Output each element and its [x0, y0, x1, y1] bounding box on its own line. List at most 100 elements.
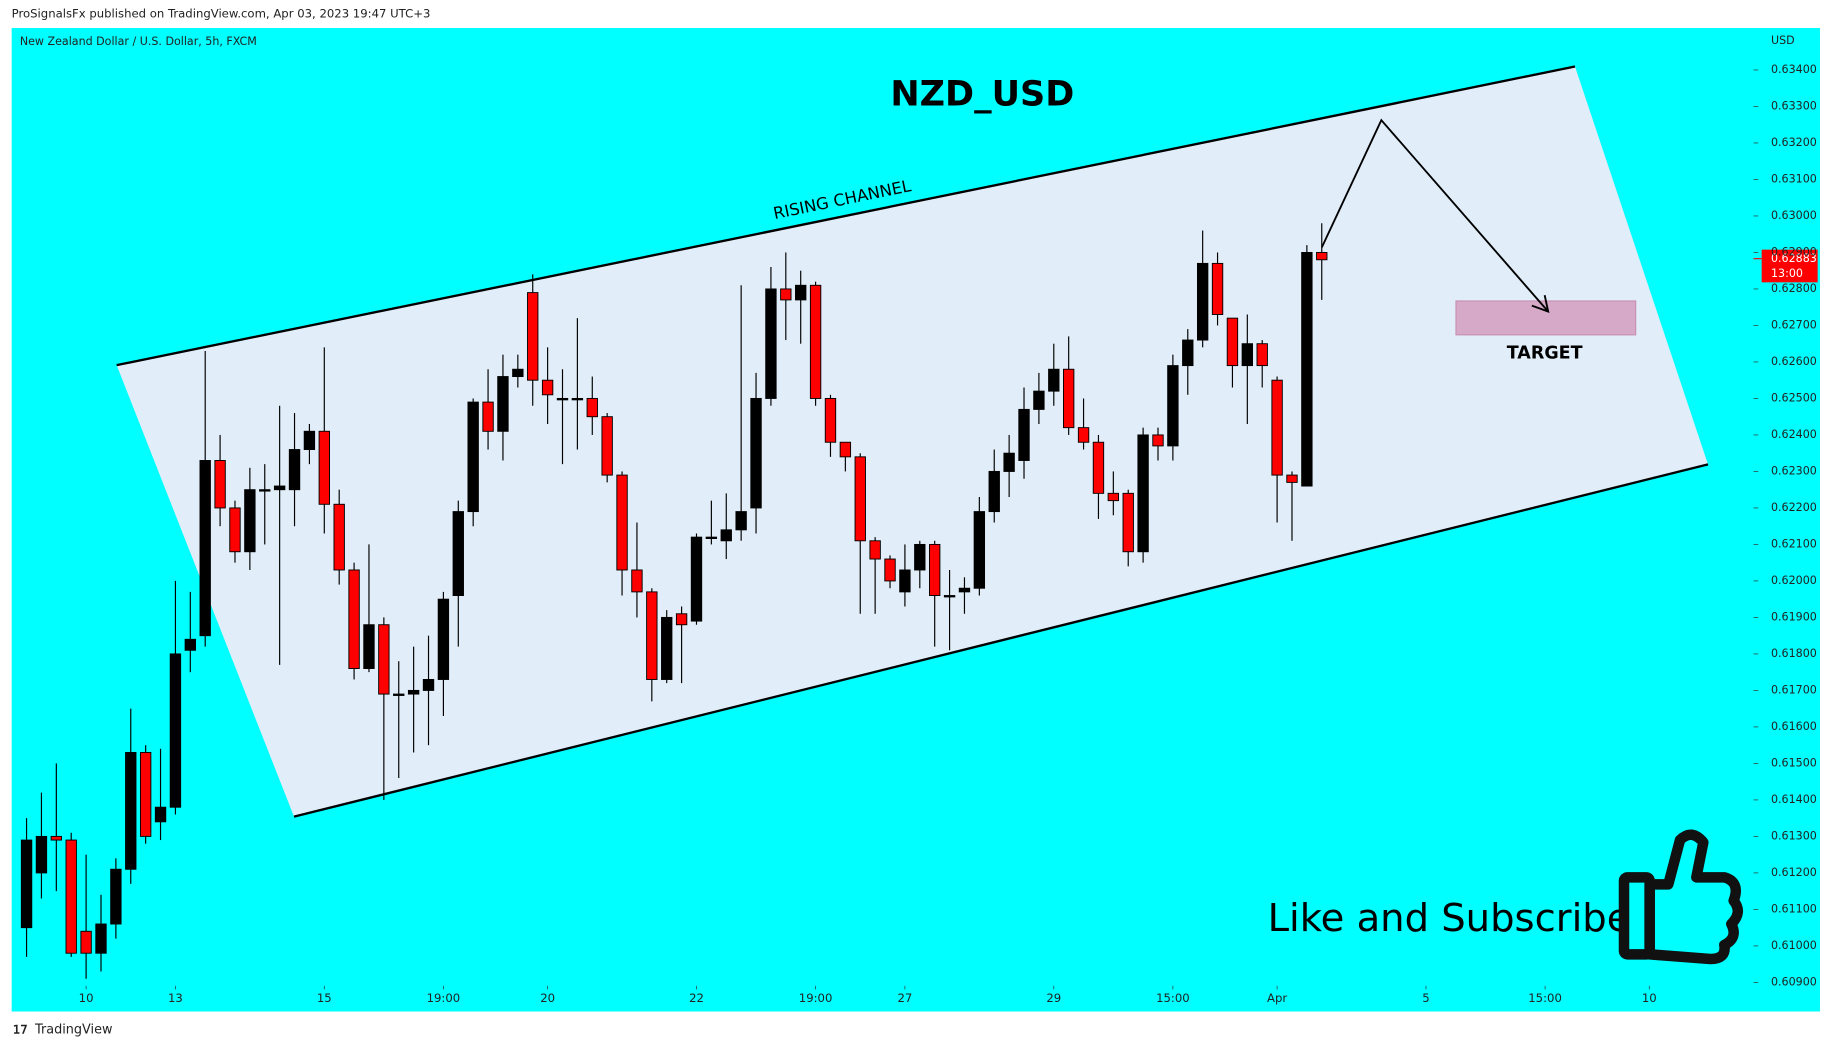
candle-body [1152, 434, 1164, 447]
candle-body [988, 470, 1000, 513]
candle-body [869, 540, 881, 560]
candle-body [1107, 492, 1120, 502]
x-tick-label: 15:00 [1156, 991, 1190, 1005]
y-tick-label: 0.62000 [1771, 574, 1817, 587]
y-tick-label: 0.63300 [1771, 99, 1817, 112]
y-tick-label: 0.60900 [1771, 975, 1817, 988]
target-box [1455, 300, 1637, 336]
candle-body [333, 503, 345, 571]
y-tick-label: 0.61000 [1771, 939, 1817, 952]
candles [20, 223, 1328, 979]
x-tick-label: 22 [689, 991, 704, 1005]
candle-body [541, 379, 554, 396]
candle-body [571, 397, 584, 401]
candle-body [214, 460, 226, 509]
candle-body [973, 511, 986, 589]
candle-body [378, 624, 390, 695]
y-tick-label: 0.62600 [1771, 355, 1817, 368]
candle-body [303, 430, 316, 451]
candle-body [646, 591, 658, 680]
candle-body [675, 613, 688, 626]
candle-body [199, 460, 211, 637]
last-price-box [1761, 249, 1818, 283]
y-tick-label: 0.62200 [1771, 501, 1817, 514]
candle-body [184, 638, 196, 651]
candle-body [437, 598, 450, 680]
y-tick-label: 0.61800 [1771, 647, 1817, 660]
candle-body [497, 376, 509, 432]
candle-body [899, 569, 911, 593]
x-tick-label: 27 [897, 991, 912, 1005]
candle-body [288, 449, 301, 491]
candle-body [1062, 368, 1075, 429]
candle-body [259, 489, 271, 492]
candle-body [65, 839, 77, 954]
x-tick-label: 13 [168, 991, 183, 1005]
candle-body [929, 543, 941, 597]
x-tick-label: 29 [1046, 991, 1061, 1005]
y-tick-label: 0.63000 [1771, 209, 1817, 222]
y-tick-label: 0.61100 [1771, 902, 1817, 915]
candle-body [1092, 441, 1105, 494]
x-tick-label: 15 [317, 991, 332, 1005]
target-label: TARGET [1507, 344, 1583, 364]
y-tick-label: 0.62400 [1771, 428, 1817, 441]
y-tick-label: 0.61500 [1771, 756, 1817, 769]
candle-body [407, 689, 420, 695]
candle-body [943, 595, 956, 598]
candle-body [482, 401, 494, 432]
candle-body [273, 485, 286, 491]
candle-body [824, 397, 837, 443]
candle-body [1301, 251, 1313, 487]
y-tick-label: 0.61200 [1771, 866, 1817, 879]
y-tick-label: 0.61300 [1771, 829, 1817, 842]
candle-body [80, 930, 92, 954]
candle-body [616, 474, 628, 571]
candle-body [735, 511, 747, 531]
candle-body [1196, 262, 1209, 341]
y-tick-label: 0.61600 [1771, 720, 1817, 733]
candle-body [809, 284, 822, 399]
candle-body [393, 693, 405, 696]
candle-body [169, 653, 182, 808]
y-tick-label: 0.62500 [1771, 391, 1817, 404]
y-tick-label: 0.61700 [1771, 683, 1817, 696]
y-tick-label: 0.61400 [1771, 793, 1817, 806]
y-tick-label: 0.62300 [1771, 464, 1817, 477]
candle-body [154, 806, 167, 823]
x-tick-label: 10 [79, 991, 94, 1005]
candle-body [422, 679, 435, 691]
y-tick-label: 0.61900 [1771, 610, 1817, 623]
candle-body [854, 456, 866, 542]
candle-body [1167, 365, 1179, 447]
candle-body [512, 368, 524, 378]
candle-body [363, 624, 375, 669]
candle-body [229, 507, 241, 553]
candle-body [556, 397, 569, 401]
candle-body [244, 489, 256, 553]
candle-body [1182, 339, 1194, 367]
candle-body [1241, 343, 1254, 367]
candle-body [35, 835, 48, 874]
y-tick-label: 0.62100 [1771, 537, 1817, 550]
x-tick-label: 15:00 [1528, 991, 1562, 1005]
arrow-head [1531, 294, 1550, 313]
thumbs-up-icon [1618, 829, 1743, 965]
candle-body [795, 284, 807, 301]
candle-body [20, 839, 33, 929]
candle-body [50, 835, 63, 841]
candle-body [1077, 427, 1090, 443]
last-price-label: 0.62883 [1771, 252, 1817, 265]
candle-body [914, 543, 926, 571]
candle-body [1316, 251, 1328, 261]
y-tick-label: 0.62800 [1771, 282, 1817, 295]
candle-body [661, 616, 673, 680]
projection-arrow [1320, 118, 1549, 313]
candle-body [1003, 452, 1015, 472]
candle-body [1271, 379, 1283, 476]
candle-body [1018, 408, 1030, 461]
candle-body [527, 292, 539, 381]
candle-body [705, 536, 718, 540]
candle-body [839, 441, 852, 458]
